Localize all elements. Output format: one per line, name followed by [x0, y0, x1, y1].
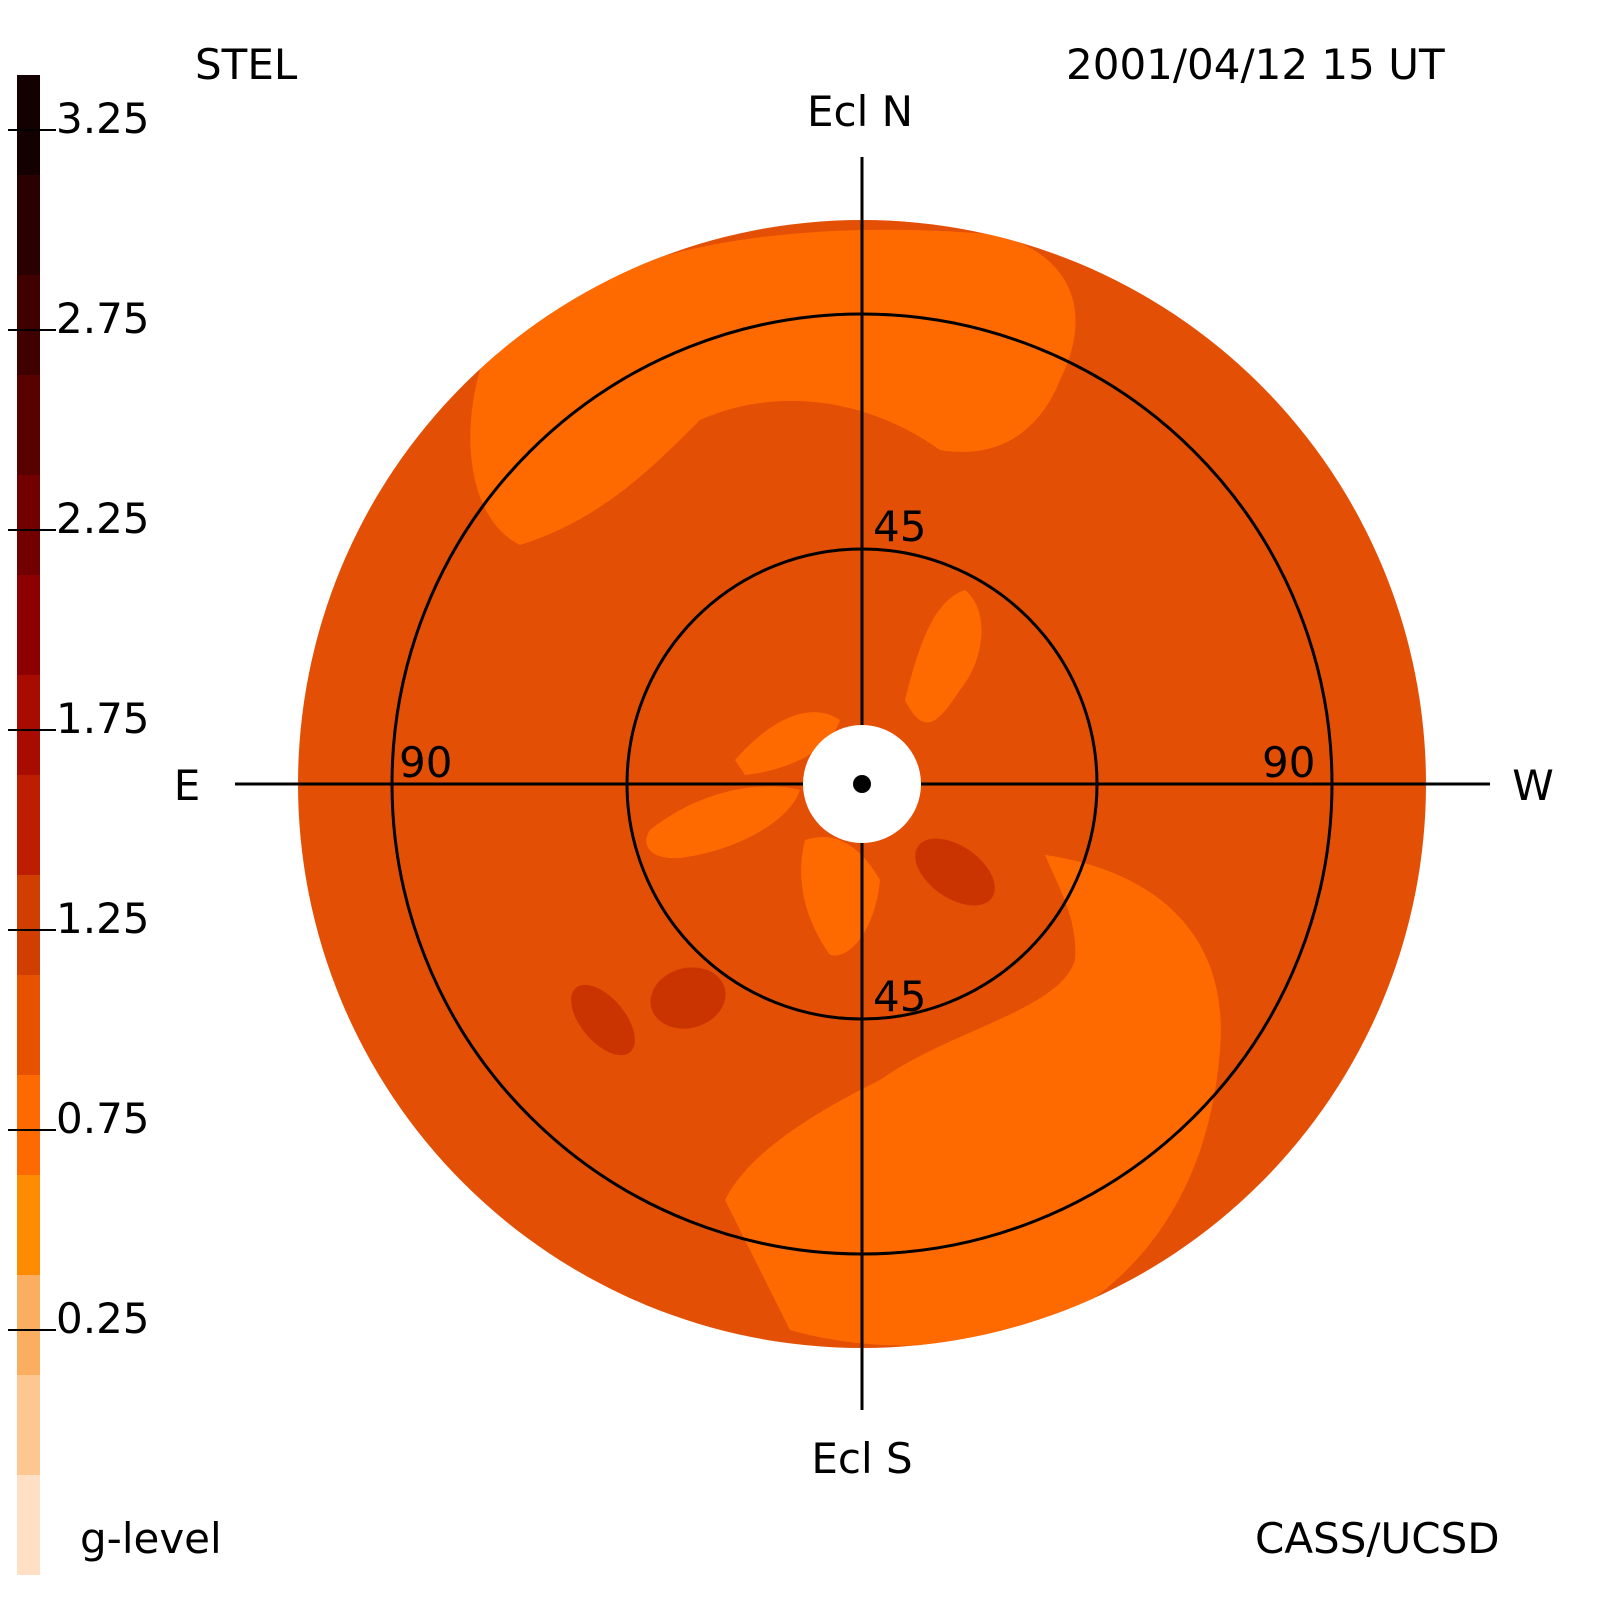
ring-label-90-east: 90 [399, 738, 452, 787]
colorbar-segment [17, 875, 40, 975]
light-region-north [470, 229, 1076, 545]
light-region-center-south [801, 836, 880, 956]
colorbar-segment [17, 1075, 40, 1175]
light-region-center-north [735, 712, 840, 775]
colorbar-tick-label: 0.25 [56, 1294, 150, 1343]
light-region-center-east [646, 786, 800, 859]
colorbar-segment [17, 1175, 40, 1275]
dark-patch [571, 984, 635, 1056]
north-label: Ecl N [807, 87, 913, 136]
light-region-center-west [905, 590, 982, 723]
colorbar-ticks [8, 129, 56, 1331]
colorbar-segment [17, 575, 40, 675]
colorbar-tick-label: 0.75 [56, 1094, 150, 1143]
instrument-label: STEL [195, 40, 298, 89]
colorbar-segment [17, 975, 40, 1075]
colorbar-segment [17, 1275, 40, 1375]
ring-label-45-north: 45 [873, 502, 926, 551]
colorbar-tick-label: 3.25 [56, 94, 150, 143]
colorbar-segment [17, 1475, 40, 1575]
colorbar-segment [17, 75, 40, 175]
sun-center-dot [853, 775, 871, 793]
colorbar-tick-label: 2.25 [56, 494, 150, 543]
south-label: Ecl S [811, 1434, 912, 1483]
dark-patch [650, 967, 726, 1029]
colorbar-tick-label: 1.75 [56, 694, 150, 743]
colorbar-label: g-level [80, 1514, 222, 1563]
light-region-southwest [725, 855, 1221, 1346]
east-label: E [174, 761, 201, 810]
ring-label-90-west: 90 [1262, 738, 1315, 787]
colorbar [17, 75, 40, 1575]
west-label: W [1512, 761, 1554, 810]
colorbar-segment [17, 275, 40, 375]
colorbar-segment [17, 675, 40, 775]
datetime-label: 2001/04/12 15 UT [1066, 40, 1445, 89]
dark-patch [915, 838, 995, 906]
credit-label: CASS/UCSD [1255, 1514, 1500, 1563]
colorbar-tick-label: 1.25 [56, 894, 150, 943]
colorbar-tick-label: 2.75 [56, 294, 150, 343]
colorbar-segment [17, 775, 40, 875]
colorbar-segment [17, 1375, 40, 1475]
ring-label-45-south: 45 [873, 972, 926, 1021]
colorbar-segment [17, 375, 40, 475]
colorbar-segment [17, 175, 40, 275]
colorbar-segment [17, 475, 40, 575]
